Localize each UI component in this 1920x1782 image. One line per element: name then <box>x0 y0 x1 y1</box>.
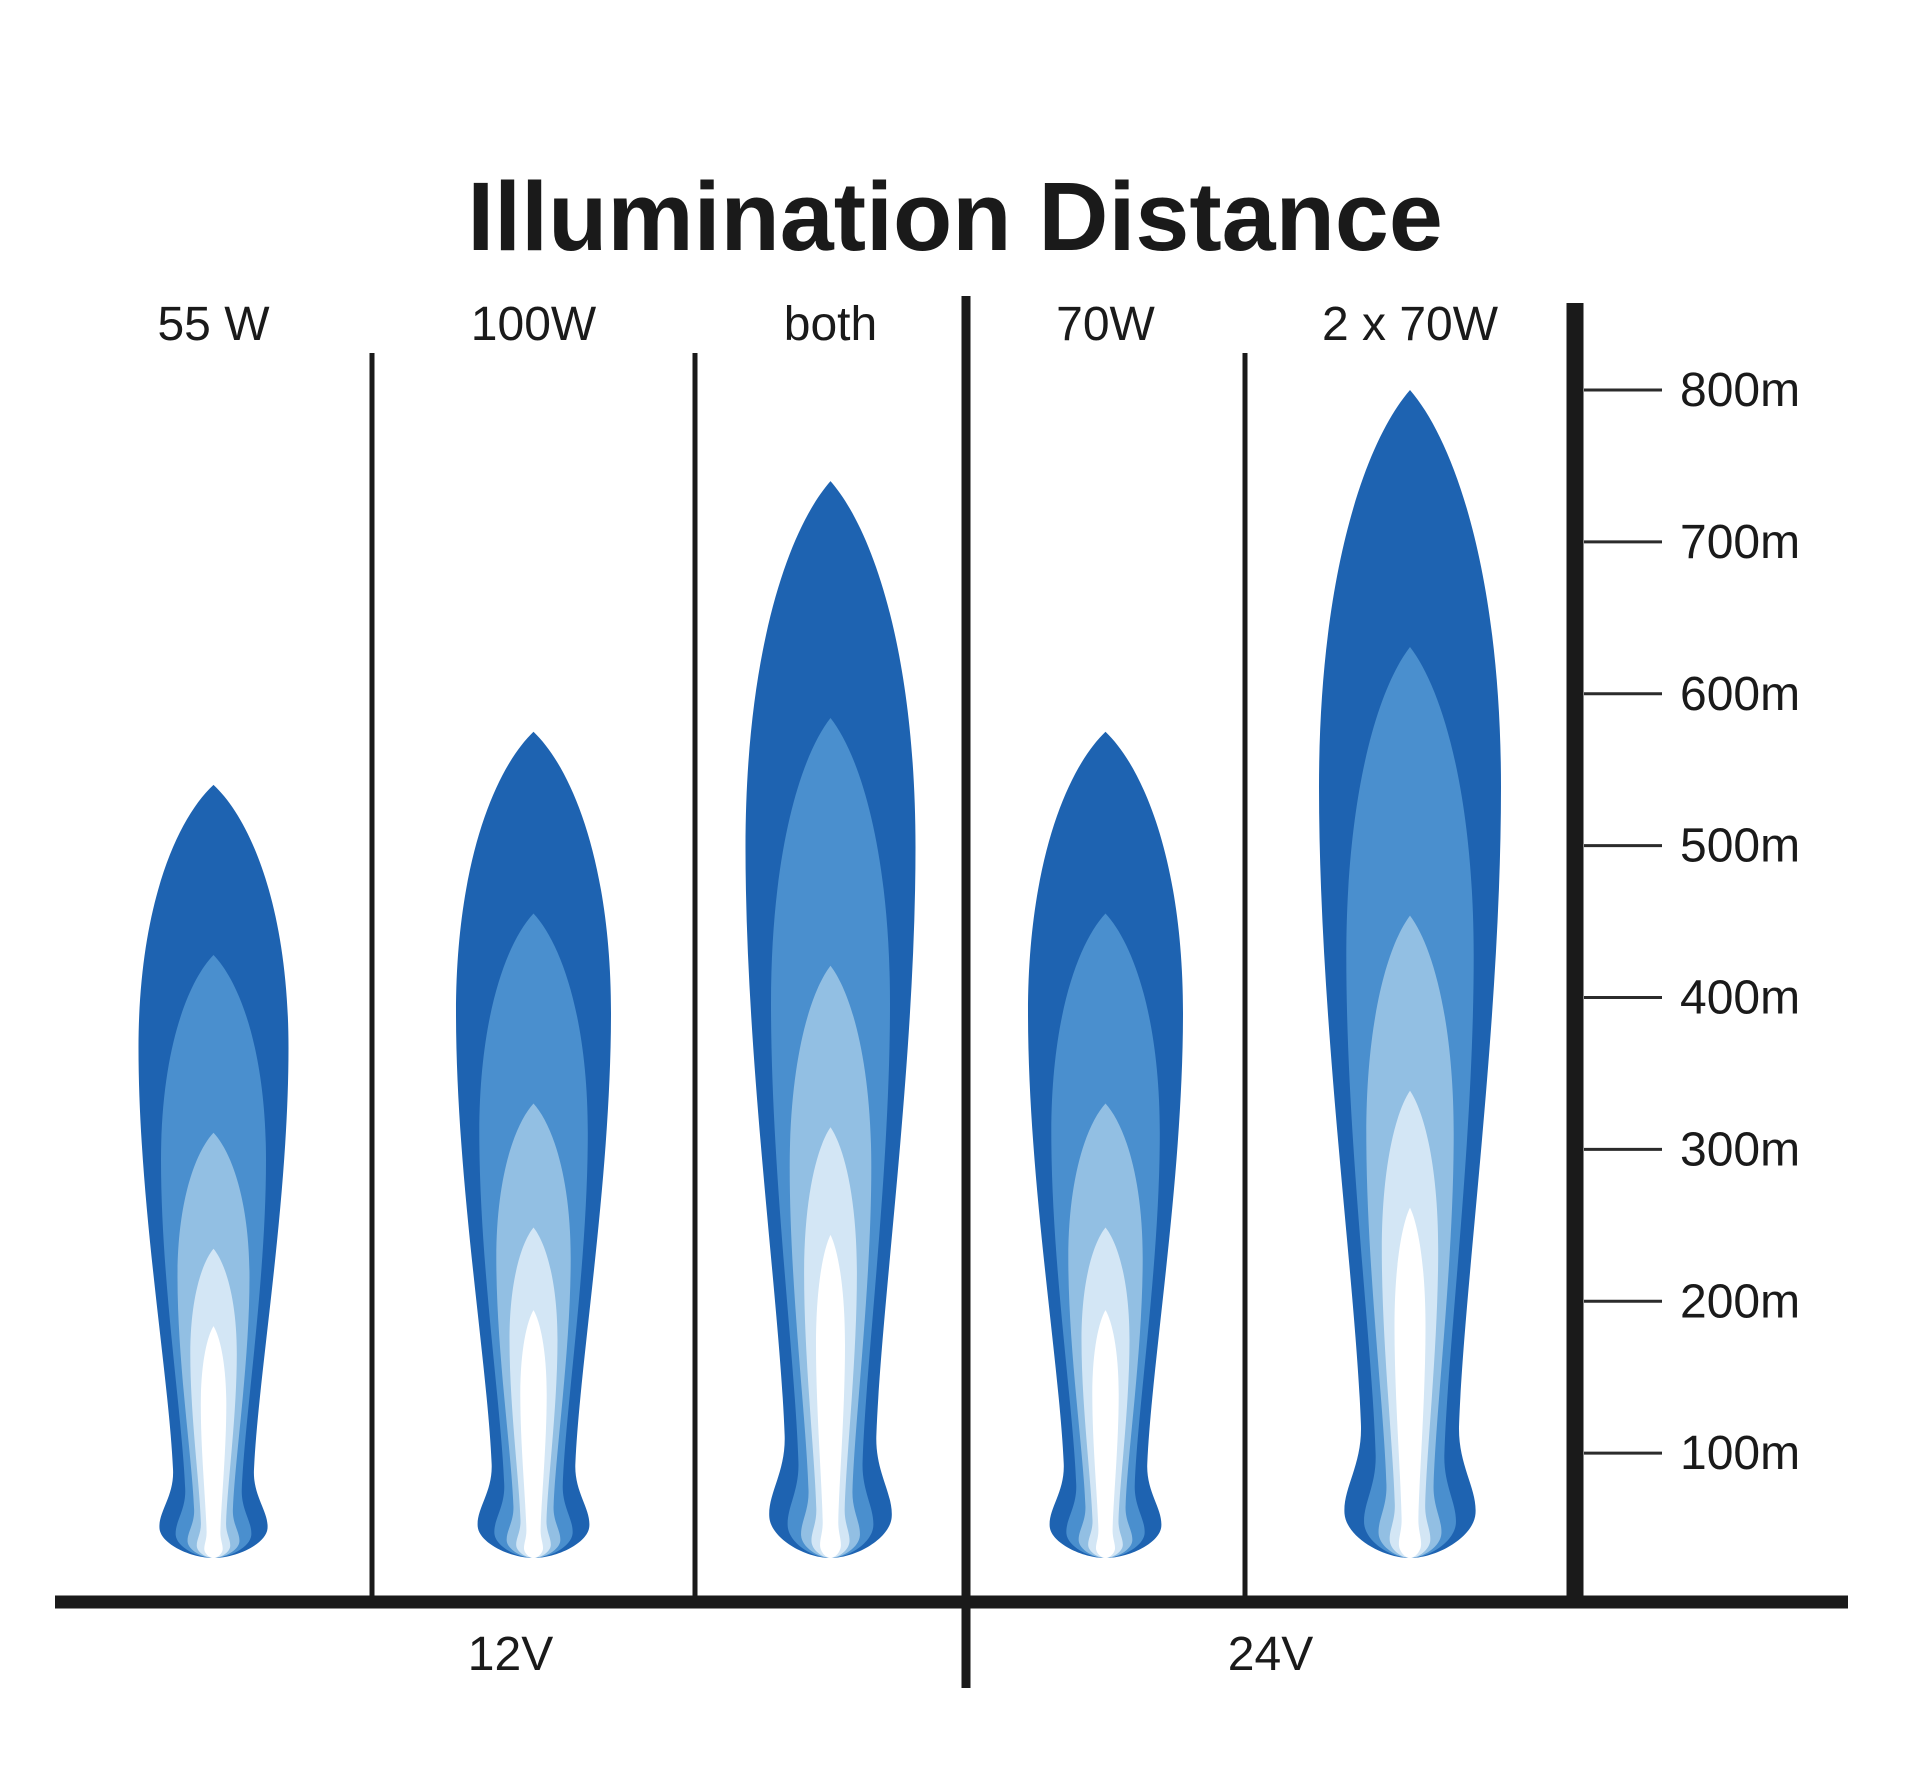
y-tick-label: 400m <box>1680 972 1800 1025</box>
beam-100w <box>456 731 611 1558</box>
y-tick-label: 600m <box>1680 668 1800 721</box>
y-tick-label: 500m <box>1680 820 1800 873</box>
page-title: Illumination Distance <box>467 161 1443 271</box>
beam-both <box>745 481 916 1559</box>
y-tick-label: 800m <box>1680 364 1800 417</box>
column-label-70w: 70W <box>1056 298 1155 351</box>
beam-layer-5 <box>816 1234 845 1558</box>
voltage-label-24v: 24V <box>1228 1628 1313 1681</box>
column-label-2-x-70w: 2 x 70W <box>1322 298 1499 351</box>
y-tick-label: 300m <box>1680 1123 1800 1176</box>
column-label-55-w: 55 W <box>157 298 270 351</box>
beam-55-w <box>138 784 289 1558</box>
voltage-label-12v: 12V <box>468 1628 553 1681</box>
beam-layer-5 <box>1092 1310 1119 1558</box>
y-tick-label: 200m <box>1680 1275 1800 1328</box>
y-tick-label: 700m <box>1680 516 1800 569</box>
beam-2-x-70w <box>1319 390 1501 1558</box>
beam-layer-5 <box>200 1326 227 1558</box>
column-label-100w: 100W <box>471 298 597 351</box>
beam-70w <box>1028 731 1183 1558</box>
beam-layer-5 <box>1394 1207 1426 1558</box>
column-label-both: both <box>784 298 877 351</box>
beam-layer-5 <box>520 1310 547 1558</box>
y-tick-label: 100m <box>1680 1427 1800 1480</box>
